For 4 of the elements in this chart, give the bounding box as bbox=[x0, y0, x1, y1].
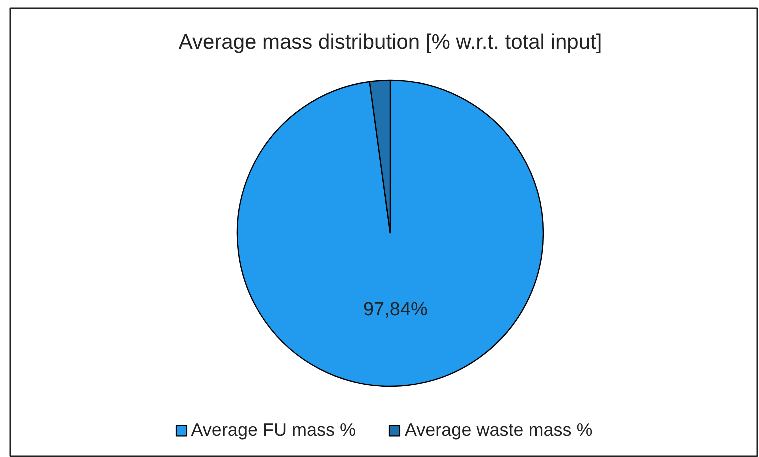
legend-label: Average FU mass % bbox=[191, 420, 356, 441]
chart-title: Average mass distribution [% w.r.t. total input] bbox=[178, 31, 602, 54]
data-label: 97,84% bbox=[363, 299, 428, 320]
legend-label: Average waste mass % bbox=[404, 420, 593, 441]
